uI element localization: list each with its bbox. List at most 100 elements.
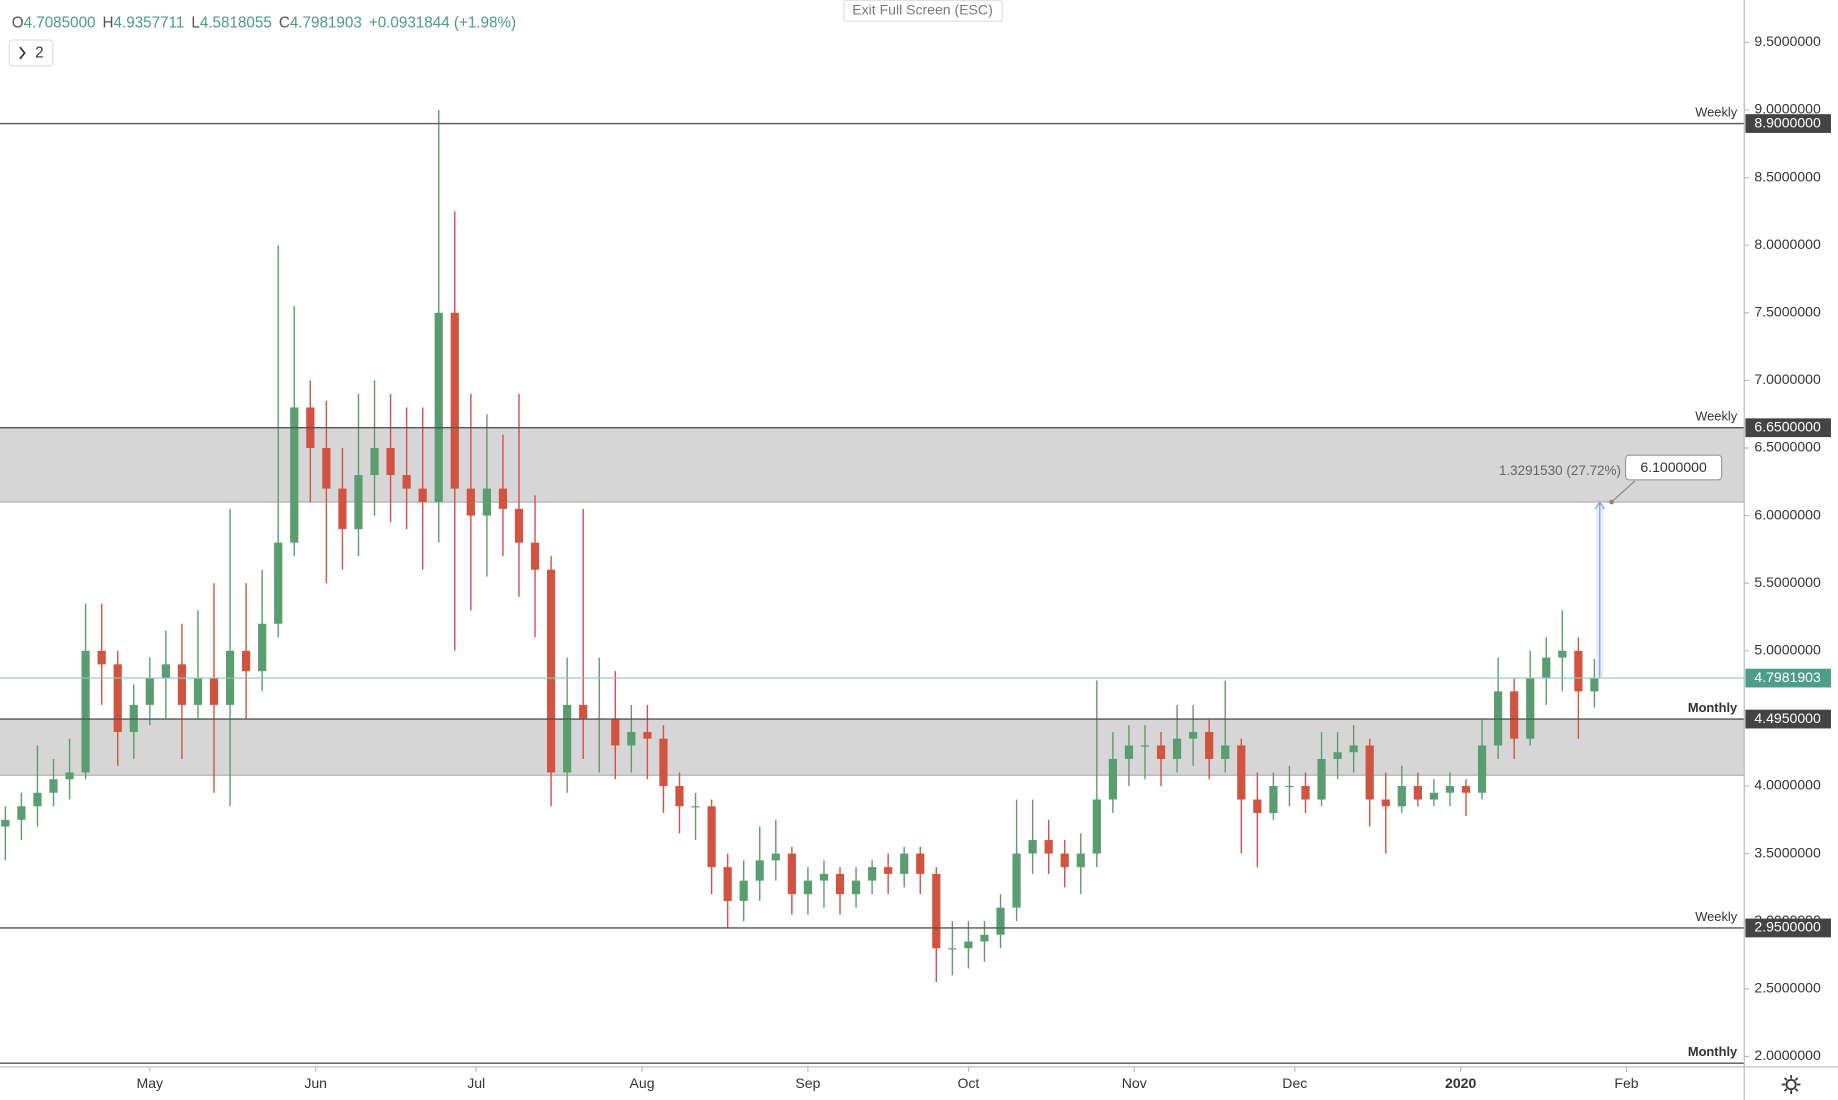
- candle-body: [739, 880, 748, 901]
- y-tick-label: 7.5000000: [1754, 304, 1821, 320]
- x-tick-label: Dec: [1282, 1075, 1307, 1091]
- candle-body: [81, 650, 90, 773]
- candle-body: [482, 488, 491, 516]
- callout-label: 6.1000000: [1640, 459, 1707, 475]
- candle-body: [274, 542, 283, 624]
- y-tick-label: 2.5000000: [1754, 980, 1821, 996]
- settings-icon[interactable]: [1781, 1075, 1801, 1094]
- candle-body: [1012, 853, 1021, 908]
- y-tick-label: 2.0000000: [1754, 1047, 1821, 1063]
- plot-area: Weekly Weekly Monthly Weekly Monthly 1.329153…: [0, 104, 1745, 1064]
- candle-body: [627, 731, 636, 746]
- x-tick-label: Feb: [1614, 1075, 1638, 1091]
- level-tag: Monthly: [1688, 1044, 1738, 1059]
- candle-body: [1381, 799, 1390, 807]
- zone: [0, 427, 1745, 503]
- chevron-icon: [19, 46, 26, 60]
- candle-body: [1285, 786, 1294, 788]
- level-price-box: [1745, 114, 1831, 133]
- legend-key: C: [279, 15, 290, 32]
- candle-body: [1429, 792, 1439, 800]
- legend-value: 4.5818055: [200, 15, 272, 32]
- candle-body: [1413, 786, 1422, 800]
- candle-body: [563, 704, 572, 773]
- candle-body: [1477, 745, 1487, 793]
- legend-key: O: [12, 15, 24, 32]
- candle-body: [1510, 691, 1519, 739]
- candle-body: [1253, 799, 1262, 814]
- candle-body: [579, 704, 588, 719]
- candle-body: [1574, 650, 1583, 692]
- legend-value: 4.9357711: [114, 15, 185, 32]
- y-tick-label: 8.5000000: [1754, 168, 1821, 184]
- candle-body: [1445, 786, 1455, 793]
- candle-body: [1044, 840, 1053, 854]
- candle-body: [1349, 745, 1358, 753]
- candle-body: [851, 880, 861, 895]
- x-tick-label: Sep: [795, 1075, 820, 1091]
- candle-body: [884, 867, 893, 874]
- candle-body: [1028, 840, 1037, 854]
- indicators-count: 2: [35, 45, 43, 62]
- candle-body: [996, 907, 1005, 935]
- candle-body: [1092, 799, 1101, 854]
- y-tick-label: 5.0000000: [1754, 642, 1821, 658]
- axes: 2.00000002.50000003.00000003.50000004.00…: [137, 33, 1831, 1091]
- candle-body: [1076, 853, 1085, 868]
- candle-body: [948, 948, 957, 950]
- candle-body: [723, 867, 732, 901]
- exit-fullscreen-button[interactable]: [843, 0, 1003, 22]
- level-price-label: 6.6500000: [1754, 418, 1821, 434]
- candle-body: [113, 664, 122, 732]
- zone: [0, 719, 1745, 776]
- candle-body: [145, 677, 154, 705]
- candle-body: [707, 806, 716, 868]
- y-tick-label: 7.0000000: [1754, 371, 1821, 387]
- candle-body: [964, 941, 973, 949]
- candle-body: [1365, 745, 1374, 800]
- candle-body: [643, 731, 652, 739]
- indicators-toggle[interactable]: [8, 39, 54, 67]
- candle-body: [434, 312, 443, 503]
- level-price-box: [1745, 709, 1831, 729]
- last-price-label: 4.7981903: [1754, 669, 1821, 685]
- level-price-box: [1745, 918, 1831, 938]
- candle-body: [1590, 677, 1599, 692]
- candle-body: [450, 312, 459, 489]
- candle-body: [17, 806, 26, 820]
- level-tag: Weekly: [1695, 909, 1738, 924]
- candle-body: [1333, 752, 1342, 759]
- y-tick-label: 4.0000000: [1754, 777, 1821, 793]
- candle-body: [691, 806, 700, 808]
- candle-body: [97, 650, 106, 665]
- level-tag: Monthly: [1688, 700, 1738, 715]
- x-tick-label: Jun: [304, 1075, 327, 1091]
- level-price-box: [1745, 418, 1831, 438]
- candle-body: [835, 873, 845, 895]
- ohlc-legend: O4.7085000 H4.9357711 L4.5818055 C4.7981903…: [12, 15, 516, 32]
- candle-body: [1317, 758, 1326, 800]
- candle-body: [242, 650, 251, 672]
- y-tick-label: 8.0000000: [1754, 236, 1821, 252]
- x-tick-label: Aug: [630, 1075, 655, 1091]
- candle-body: [900, 853, 909, 874]
- candle-body: [33, 792, 42, 807]
- candle-body: [1172, 738, 1182, 759]
- measure-text: 1.3291530 (27.72%): [1499, 463, 1621, 478]
- candle-body: [1156, 745, 1166, 759]
- candle-body: [787, 853, 796, 895]
- candle-body: [1, 819, 10, 827]
- candle-body: [1461, 786, 1471, 793]
- candle-body: [1060, 853, 1069, 868]
- candle-body: [209, 677, 219, 705]
- gear-core: [1785, 1078, 1797, 1091]
- candle-body: [466, 488, 475, 516]
- candle-body: [498, 488, 508, 509]
- legend-key: H: [103, 15, 114, 32]
- candle-body: [1189, 731, 1198, 739]
- candle-body: [819, 873, 829, 881]
- last-price-box: [1745, 668, 1831, 688]
- y-tick-label: 3.5000000: [1754, 844, 1821, 860]
